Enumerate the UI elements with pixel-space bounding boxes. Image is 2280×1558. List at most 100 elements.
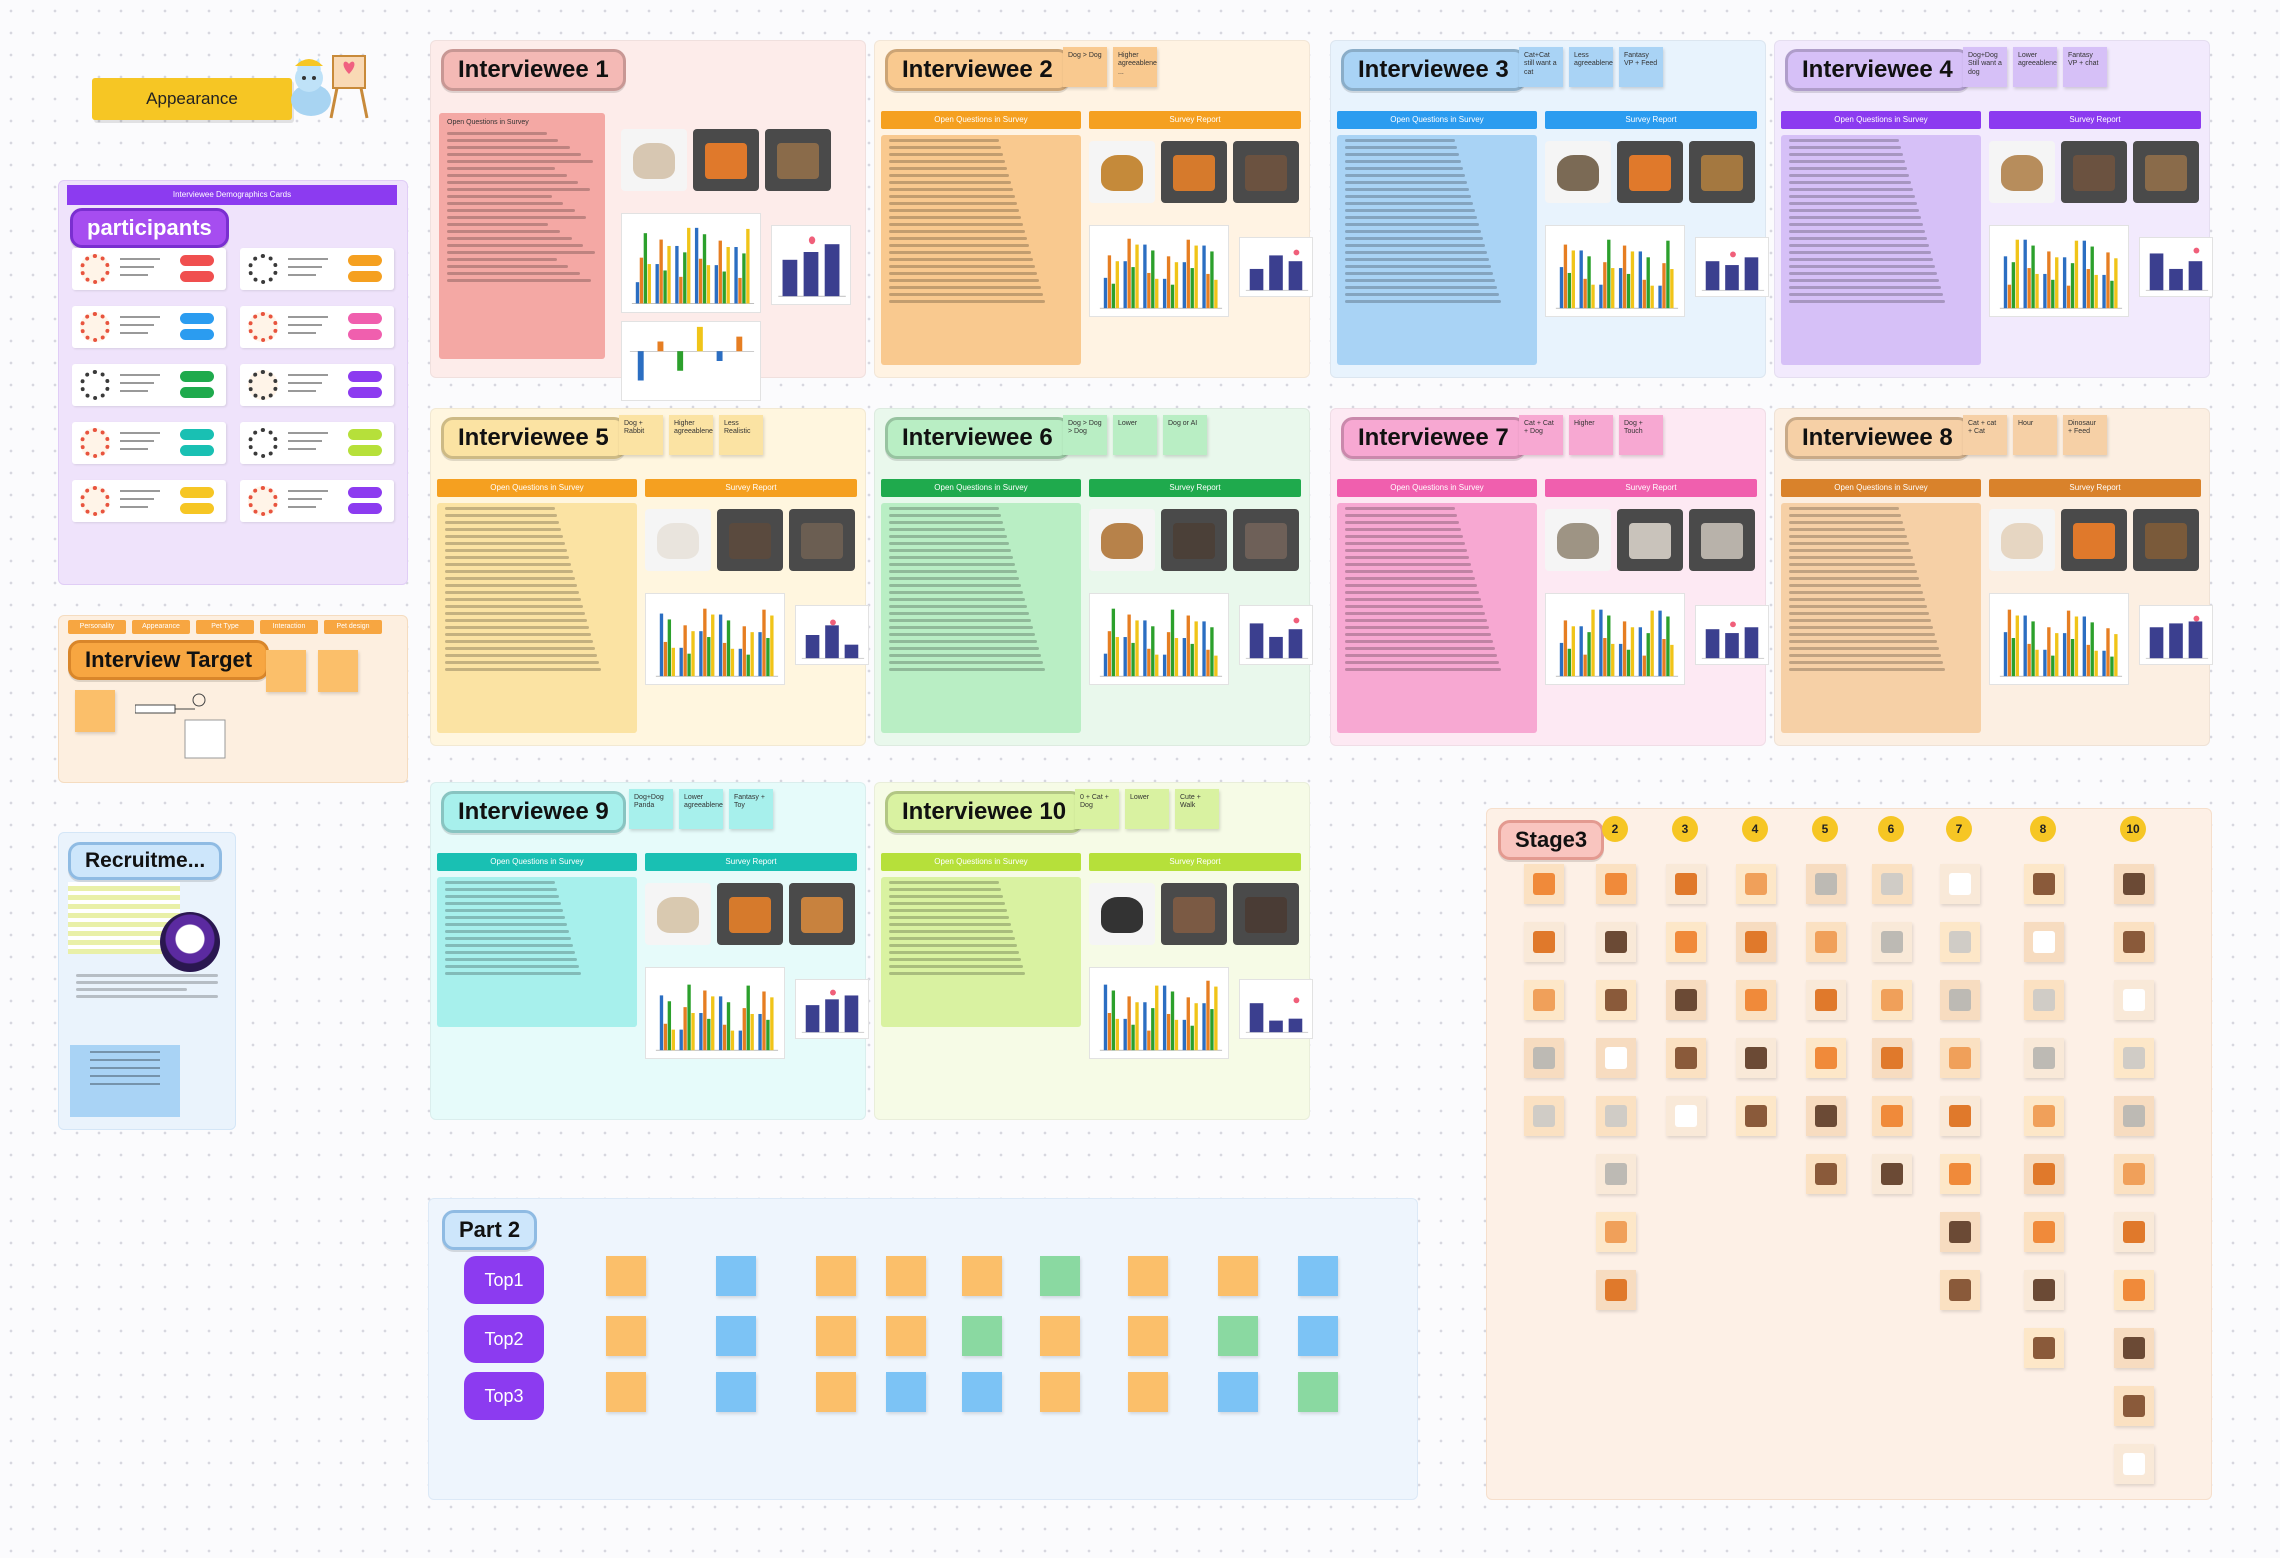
insight-sticky-note[interactable]: Lower (1125, 789, 1169, 829)
survey-report-header[interactable]: Survey Report (1545, 111, 1757, 129)
open-questions-doc[interactable] (437, 877, 637, 1027)
stage3-pet-card[interactable] (2114, 1386, 2154, 1426)
card-tag-button[interactable] (348, 271, 382, 282)
stage3-pet-card[interactable] (2024, 922, 2064, 962)
interviewee-title[interactable]: Interviewee 2 (885, 49, 1070, 91)
stage3-pet-card[interactable] (1872, 1038, 1912, 1078)
stage3-pet-card[interactable] (1736, 864, 1776, 904)
participant-card[interactable] (240, 248, 394, 290)
survey-report-header[interactable]: Survey Report (1089, 853, 1301, 871)
participant-card[interactable] (72, 480, 226, 522)
open-questions-doc[interactable] (881, 877, 1081, 1027)
insight-sticky-note[interactable]: Fantasy VP + chat (2063, 47, 2107, 87)
target-note-2[interactable] (266, 650, 306, 692)
stage3-pet-card[interactable] (1736, 1096, 1776, 1136)
stage3-pet-card[interactable] (1736, 922, 1776, 962)
card-tag-button[interactable] (180, 487, 214, 498)
participant-card[interactable] (240, 422, 394, 464)
interviewee-title[interactable]: Interviewee 6 (885, 417, 1070, 459)
card-tag-button[interactable] (180, 313, 214, 324)
survey-report-header[interactable]: Survey Report (1989, 111, 2201, 129)
survey-report-header[interactable]: Survey Report (1089, 479, 1301, 497)
target-note-3[interactable] (318, 650, 358, 692)
insight-sticky-note[interactable]: Less agreeableness (1569, 47, 1613, 87)
part2-sticky-note[interactable] (816, 1316, 856, 1356)
stage3-pet-card[interactable] (2114, 1328, 2154, 1368)
part2-sticky-note[interactable] (1298, 1372, 1338, 1412)
stage3-pet-card[interactable] (2114, 864, 2154, 904)
top2-button[interactable]: Top2 (464, 1315, 544, 1363)
open-questions-header[interactable]: Open Questions in Survey (1337, 479, 1537, 497)
open-questions-header[interactable]: Open Questions in Survey (437, 853, 637, 871)
card-tag-button[interactable] (180, 371, 214, 382)
insight-sticky-note[interactable]: Fantasy + Toy (729, 789, 773, 829)
stage3-pet-card[interactable] (1524, 1096, 1564, 1136)
stage3-pet-card[interactable] (1596, 1096, 1636, 1136)
recruitment-title[interactable]: Recruitme... (68, 842, 223, 880)
interviewee-title[interactable]: Interviewee 9 (441, 791, 626, 833)
target-tag[interactable]: Pet design (324, 620, 382, 634)
target-tag[interactable]: Personality (68, 620, 126, 634)
stage3-pet-card[interactable] (2114, 1444, 2154, 1484)
stage3-pet-card[interactable] (1806, 1154, 1846, 1194)
stage3-pet-card[interactable] (2024, 1328, 2064, 1368)
survey-report-header[interactable]: Survey Report (645, 853, 857, 871)
part2-sticky-note[interactable] (606, 1372, 646, 1412)
part2-sticky-note[interactable] (1218, 1372, 1258, 1412)
open-questions-doc[interactable] (1337, 135, 1537, 365)
insight-sticky-note[interactable]: Cat + Cat + Dog (1519, 415, 1563, 455)
insight-sticky-note[interactable]: 0 + Cat + Dog (1075, 789, 1119, 829)
card-tag-button[interactable] (180, 271, 214, 282)
stage3-pet-card[interactable] (1666, 1096, 1706, 1136)
part2-sticky-note[interactable] (716, 1316, 756, 1356)
open-questions-doc[interactable] (881, 503, 1081, 733)
interviewee-title[interactable]: Interviewee 8 (1785, 417, 1970, 459)
card-tag-button[interactable] (180, 503, 214, 514)
part2-sticky-note[interactable] (1128, 1316, 1168, 1356)
card-tag-button[interactable] (348, 313, 382, 324)
stage3-pet-card[interactable] (1940, 1212, 1980, 1252)
participant-card[interactable] (72, 422, 226, 464)
insight-sticky-note[interactable]: Dog + Touch (1619, 415, 1663, 455)
part2-sticky-note[interactable] (1298, 1256, 1338, 1296)
card-tag-button[interactable] (180, 429, 214, 440)
part2-sticky-note[interactable] (816, 1372, 856, 1412)
insight-sticky-note[interactable]: Dog + Rabbit (619, 415, 663, 455)
card-tag-button[interactable] (348, 445, 382, 456)
stage3-pet-card[interactable] (1872, 1154, 1912, 1194)
insight-sticky-note[interactable]: Lower (1113, 415, 1157, 455)
open-questions-header[interactable]: Open Questions in Survey (1781, 111, 1981, 129)
part2-sticky-note[interactable] (1040, 1256, 1080, 1296)
survey-report-header[interactable]: Survey Report (1545, 479, 1757, 497)
interviewee-title[interactable]: Interviewee 4 (1785, 49, 1970, 91)
insight-sticky-note[interactable]: Cute + Walk (1175, 789, 1219, 829)
stage3-pet-card[interactable] (2024, 1096, 2064, 1136)
part2-sticky-note[interactable] (886, 1256, 926, 1296)
participant-card[interactable] (72, 248, 226, 290)
part2-sticky-note[interactable] (962, 1316, 1002, 1356)
insight-sticky-note[interactable]: Fantasy VP + Feed (1619, 47, 1663, 87)
stage3-pet-card[interactable] (1806, 922, 1846, 962)
stage3-pet-card[interactable] (1940, 1096, 1980, 1136)
card-tag-button[interactable] (180, 445, 214, 456)
insight-sticky-note[interactable]: Cat+Cat still want a cat (1519, 47, 1563, 87)
stage3-pet-card[interactable] (2114, 1038, 2154, 1078)
open-questions-header[interactable]: Open Questions in Survey (1337, 111, 1537, 129)
insight-sticky-note[interactable]: Dog+Dog Panda (629, 789, 673, 829)
card-tag-button[interactable] (348, 329, 382, 340)
open-questions-doc[interactable] (437, 503, 637, 733)
stage3-pet-card[interactable] (1596, 1212, 1636, 1252)
insight-sticky-note[interactable]: Dog > Dog > Dog (1063, 415, 1107, 455)
insight-sticky-note[interactable]: Higher agreeableness ... (1113, 47, 1157, 87)
insight-sticky-note[interactable]: Higher agreeableness (669, 415, 713, 455)
stage3-pet-card[interactable] (2024, 1038, 2064, 1078)
interview-target-title[interactable]: Interview Target (68, 640, 270, 680)
stage3-pet-card[interactable] (1940, 980, 1980, 1020)
card-tag-button[interactable] (348, 387, 382, 398)
open-questions-header[interactable]: Open Questions in Survey (881, 479, 1081, 497)
stage3-pet-card[interactable] (1940, 1038, 1980, 1078)
part2-sticky-note[interactable] (1040, 1372, 1080, 1412)
stage3-pet-card[interactable] (1806, 980, 1846, 1020)
part2-sticky-note[interactable] (1218, 1316, 1258, 1356)
participant-card[interactable] (240, 480, 394, 522)
